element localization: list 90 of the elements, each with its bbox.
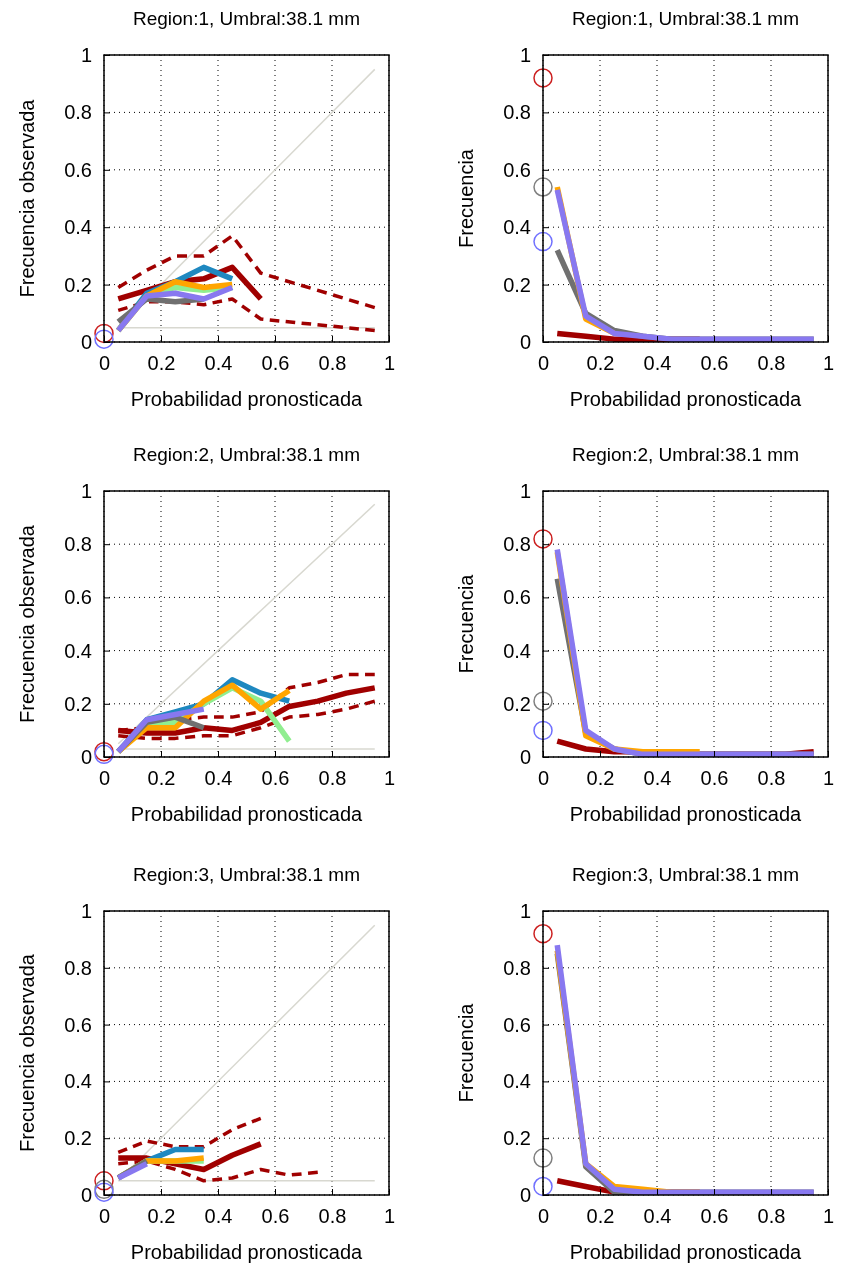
- y-axis-title: Frecuencia observada: [16, 524, 38, 723]
- x-tick-label: 0.4: [643, 767, 672, 790]
- y-tick-label: 0: [80, 330, 92, 353]
- x-tick-label: 0.6: [700, 767, 729, 790]
- chart-title: Region:2, Umbral:38.1 mm: [132, 444, 361, 465]
- y-tick-label: 0.8: [64, 956, 92, 979]
- x-axis-title: Probabilidad pronosticada: [130, 1241, 364, 1263]
- x-axis-title: Probabilidad pronosticada: [130, 803, 364, 825]
- y-tick-label: 0.6: [64, 1013, 92, 1036]
- x-tick-label: 0.8: [318, 352, 347, 375]
- x-tick-label: 1: [383, 352, 396, 375]
- y-tick-label: 0.8: [503, 956, 531, 979]
- x-tick-label: 0.4: [204, 767, 233, 790]
- chart-title: Region:3, Umbral:38.1 mm: [132, 864, 361, 885]
- y-tick-label: 0.2: [64, 692, 92, 715]
- x-tick-label: 0.2: [586, 352, 615, 375]
- y-tick-label: 1: [519, 43, 531, 66]
- y-tick-label: 1: [80, 479, 92, 502]
- x-tick-label: 0.8: [757, 352, 786, 375]
- y-tick-label: 0.4: [64, 216, 92, 239]
- x-tick-label: 0.8: [318, 1205, 347, 1228]
- x-tick-label: 1: [383, 1205, 396, 1228]
- y-tick-label: 1: [519, 899, 531, 922]
- y-tick-label: 0.6: [503, 158, 531, 181]
- x-tick-label: 0.4: [643, 352, 672, 375]
- chart-title: Region:1, Umbral:38.1 mm: [571, 8, 800, 29]
- y-tick-label: 0: [80, 1183, 92, 1206]
- x-axis-title: Probabilidad pronosticada: [569, 388, 803, 410]
- y-tick-label: 1: [80, 899, 92, 922]
- x-tick-label: 0.6: [261, 352, 290, 375]
- x-tick-label: 0.4: [204, 352, 233, 375]
- y-tick-label: 0.2: [503, 273, 531, 296]
- x-tick-label: 0.2: [586, 767, 615, 790]
- y-tick-label: 0: [519, 745, 531, 768]
- x-tick-label: 0.6: [700, 1205, 729, 1228]
- x-tick-label: 0.6: [700, 352, 729, 375]
- x-tick-label: 0.2: [147, 767, 176, 790]
- y-tick-label: 0.6: [64, 586, 92, 609]
- y-tick-label: 0.4: [503, 216, 531, 239]
- y-tick-label: 0.2: [503, 1127, 531, 1150]
- y-axis-title: Frecuencia observada: [16, 953, 38, 1152]
- x-tick-label: 0.8: [757, 1205, 786, 1228]
- y-axis-title: Frecuencia observada: [16, 98, 38, 298]
- x-tick-label: 1: [822, 352, 835, 375]
- x-tick-label: 0.4: [643, 1205, 672, 1228]
- x-tick-label: 0.6: [261, 767, 290, 790]
- x-tick-label: 0: [98, 352, 111, 375]
- x-axis-title: Probabilidad pronosticada: [569, 1241, 803, 1263]
- y-tick-label: 1: [80, 43, 92, 66]
- x-tick-label: 0.8: [318, 767, 347, 790]
- y-tick-label: 0.6: [503, 586, 531, 609]
- y-axis-title: Frecuencia: [455, 1002, 477, 1103]
- y-tick-label: 1: [519, 479, 531, 502]
- chart-title: Region:1, Umbral:38.1 mm: [132, 8, 361, 29]
- y-tick-label: 0.8: [503, 101, 531, 124]
- x-axis-title: Probabilidad pronosticada: [569, 803, 803, 825]
- y-tick-label: 0: [80, 745, 92, 768]
- y-tick-label: 0.6: [503, 1013, 531, 1036]
- y-tick-label: 0.4: [503, 639, 531, 662]
- y-tick-label: 0.4: [503, 1070, 531, 1093]
- x-tick-label: 0: [98, 1205, 111, 1228]
- x-tick-label: 1: [383, 767, 396, 790]
- y-tick-label: 0.4: [64, 639, 92, 662]
- y-tick-label: 0.2: [503, 692, 531, 715]
- y-tick-label: 0.8: [503, 533, 531, 556]
- y-tick-label: 0: [519, 1183, 531, 1206]
- x-tick-label: 0: [537, 767, 550, 790]
- chart-title: Region:2, Umbral:38.1 mm: [571, 444, 800, 465]
- y-tick-label: 0.8: [64, 101, 92, 124]
- y-tick-label: 0.2: [64, 273, 92, 296]
- y-tick-label: 0: [519, 330, 531, 353]
- x-tick-label: 0.6: [261, 1205, 290, 1228]
- x-tick-label: 0.4: [204, 1205, 233, 1228]
- x-tick-label: 0.8: [757, 767, 786, 790]
- x-tick-label: 0.2: [147, 1205, 176, 1228]
- x-tick-label: 0: [98, 767, 111, 790]
- x-tick-label: 0.2: [147, 352, 176, 375]
- x-tick-label: 0: [537, 1205, 550, 1228]
- chart-title: Region:3, Umbral:38.1 mm: [571, 864, 800, 885]
- y-tick-label: 0.2: [64, 1127, 92, 1150]
- x-tick-label: 1: [822, 767, 835, 790]
- y-tick-label: 0.8: [64, 533, 92, 556]
- x-tick-label: 1: [822, 1205, 835, 1228]
- y-axis-title: Frecuencia: [455, 148, 477, 248]
- y-tick-label: 0.4: [64, 1070, 92, 1093]
- x-tick-label: 0: [537, 352, 550, 375]
- y-tick-label: 0.6: [64, 158, 92, 181]
- x-tick-label: 0.2: [586, 1205, 615, 1228]
- y-axis-title: Frecuencia: [455, 573, 477, 674]
- x-axis-title: Probabilidad pronosticada: [130, 388, 364, 410]
